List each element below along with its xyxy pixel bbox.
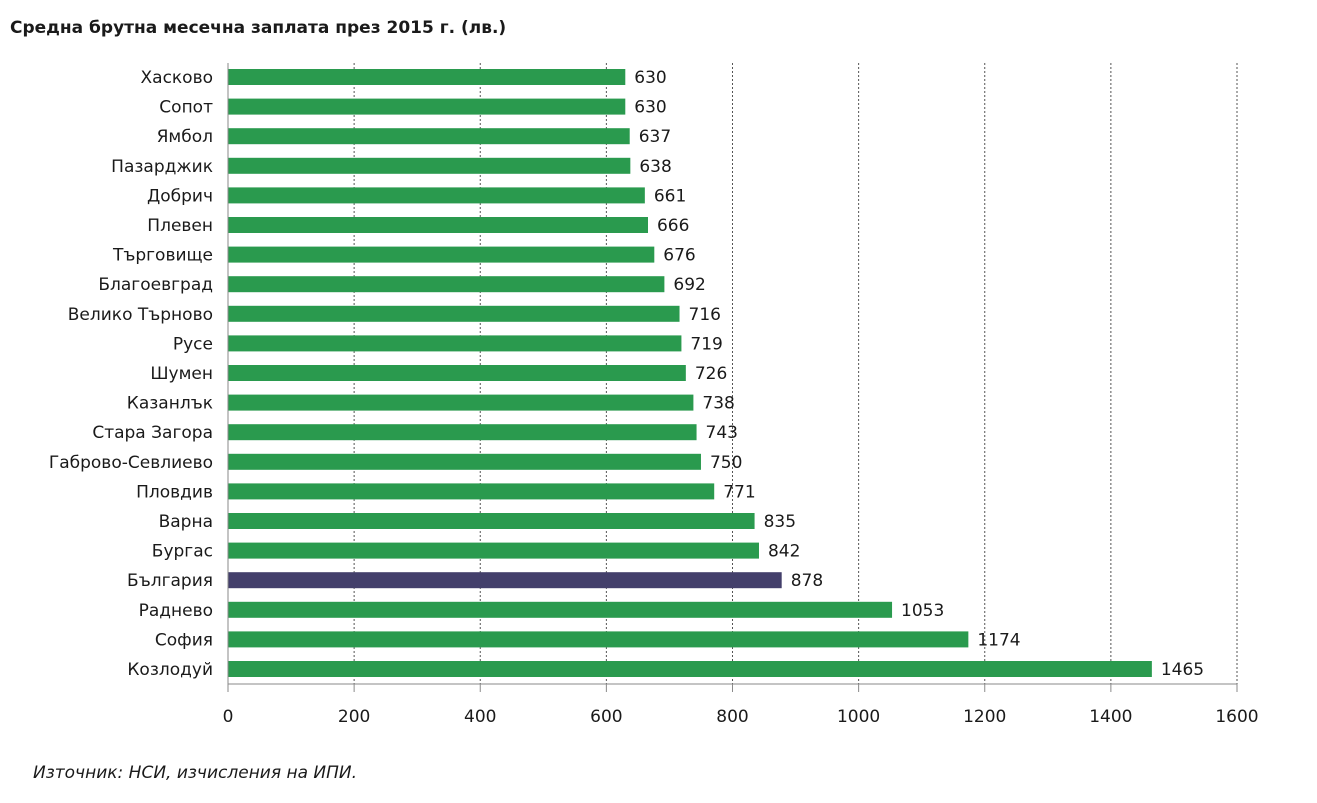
bar bbox=[228, 157, 631, 174]
category-label: Раднево bbox=[139, 601, 213, 621]
category-label: Варна bbox=[159, 512, 213, 532]
category-label: София bbox=[155, 630, 213, 650]
value-label: 878 bbox=[791, 571, 823, 591]
category-label: Ямбол bbox=[157, 127, 213, 147]
category-label: Габрово-Севлиево bbox=[49, 453, 213, 473]
bar bbox=[228, 246, 655, 263]
category-label: Добрич bbox=[147, 186, 213, 206]
bar bbox=[228, 601, 893, 618]
bar bbox=[228, 424, 697, 441]
bar bbox=[228, 631, 969, 648]
category-label: Пловдив bbox=[136, 482, 213, 502]
bar bbox=[228, 98, 626, 115]
value-label: 771 bbox=[723, 482, 755, 502]
x-tick-label: 200 bbox=[338, 707, 370, 727]
value-label: 835 bbox=[764, 512, 796, 532]
category-label: Бургас bbox=[152, 542, 213, 562]
value-label: 1174 bbox=[977, 630, 1020, 650]
bar bbox=[228, 217, 648, 233]
value-label: 1053 bbox=[901, 601, 944, 621]
x-tick-label: 600 bbox=[590, 707, 622, 727]
bar bbox=[228, 483, 715, 500]
category-label: Търговище bbox=[112, 246, 213, 266]
x-tick-label: 1600 bbox=[1215, 707, 1258, 727]
category-labels: Хасково Сопот Ямбол Пазарджик Добрич Плевен Тъ… bbox=[49, 68, 213, 680]
bar bbox=[228, 187, 645, 204]
x-tick-label: 1400 bbox=[1089, 707, 1132, 727]
value-label: 676 bbox=[663, 246, 695, 266]
x-axis: 0 200 400 600 800 1000 1200 1400 1600 bbox=[223, 63, 1259, 727]
x-tick-label: 0 bbox=[223, 707, 234, 727]
category-label: Хасково bbox=[141, 68, 214, 88]
value-label: 661 bbox=[654, 186, 686, 206]
category-label: Шумен bbox=[150, 364, 213, 384]
value-label: 630 bbox=[634, 68, 666, 88]
bar bbox=[228, 276, 665, 293]
value-label: 750 bbox=[710, 453, 742, 473]
x-tick-label: 400 bbox=[464, 707, 496, 727]
chart-title: Средна брутна месечна заплата през 2015 … bbox=[10, 18, 507, 38]
bar bbox=[228, 128, 630, 145]
category-label: Благоевград bbox=[98, 275, 213, 295]
category-label: Сопот bbox=[159, 98, 213, 118]
bar bbox=[228, 394, 694, 411]
value-label: 726 bbox=[695, 364, 727, 384]
value-label: 1465 bbox=[1161, 660, 1204, 680]
bar bbox=[228, 453, 701, 470]
value-label: 666 bbox=[657, 216, 689, 236]
bars bbox=[228, 69, 1152, 677]
bar-chart: Хасково Сопот Ямбол Пазарджик Добрич Плевен Тъ… bbox=[49, 63, 1259, 727]
category-label: Велико Търново bbox=[68, 305, 213, 325]
bar bbox=[228, 572, 782, 589]
category-label: Пазарджик bbox=[111, 157, 213, 177]
bar bbox=[228, 513, 755, 529]
bar bbox=[228, 661, 1152, 677]
x-tick-label: 1000 bbox=[837, 707, 880, 727]
category-label: България bbox=[127, 571, 213, 591]
x-tick-label: 1200 bbox=[963, 707, 1006, 727]
category-label: Стара Загора bbox=[92, 423, 213, 443]
bar bbox=[228, 335, 682, 352]
value-label: 738 bbox=[702, 394, 734, 414]
value-label: 692 bbox=[673, 275, 705, 295]
value-label: 630 bbox=[634, 98, 666, 118]
bar bbox=[228, 365, 686, 381]
x-tick-label: 800 bbox=[716, 707, 748, 727]
category-label: Казанлък bbox=[127, 394, 213, 414]
source-note: Източник: НСИ, изчисления на ИПИ. bbox=[33, 763, 358, 783]
bar bbox=[228, 305, 680, 322]
category-label: Козлодуй bbox=[127, 660, 213, 680]
bar-chart-svg: Хасково Сопот Ямбол Пазарджик Добрич Плевен Тъ… bbox=[49, 63, 1259, 727]
value-label: 637 bbox=[639, 127, 671, 147]
value-label: 743 bbox=[706, 423, 738, 443]
value-label: 716 bbox=[689, 305, 721, 325]
category-label: Плевен bbox=[147, 216, 213, 236]
value-label: 842 bbox=[768, 542, 800, 562]
bar bbox=[228, 69, 626, 85]
value-labels: 630 630 637 638 661 666 676 692 716 719 726 738 743 7… bbox=[634, 68, 1204, 680]
value-label: 638 bbox=[639, 157, 671, 177]
value-label: 719 bbox=[690, 334, 722, 354]
category-label: Русе bbox=[173, 334, 213, 354]
bar bbox=[228, 542, 759, 559]
